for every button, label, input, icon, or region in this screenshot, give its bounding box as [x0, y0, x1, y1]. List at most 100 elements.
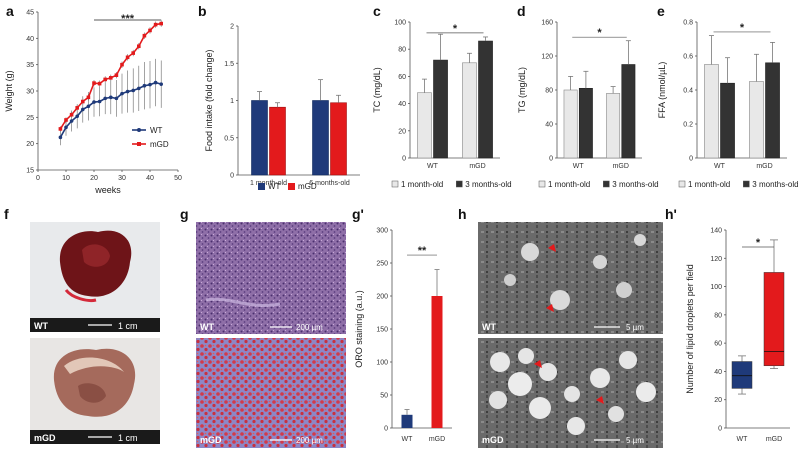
h-mgd-label: mGD [482, 435, 504, 445]
x-tick-label: WT [402, 436, 414, 443]
panel-label-c: c [373, 3, 381, 19]
y-tick-label: 120 [710, 256, 722, 263]
legend-swatch [391, 180, 399, 188]
box-mGD [763, 272, 785, 367]
y-tick-label: 20 [714, 397, 722, 404]
panel-label-g-prime: g' [352, 206, 364, 222]
data-point [97, 81, 102, 86]
weight-line-chart: 15 20 25 30 35 40 45 Weight (g) 0 10 20 30 40 50 weeks… [4, 10, 182, 196]
bar-1 month-old [417, 92, 432, 159]
bar-3 months-old [765, 62, 780, 159]
histology-mgd [196, 338, 346, 448]
data-point [81, 107, 85, 112]
y-tick-label: 15 [26, 168, 34, 175]
data-point [125, 89, 130, 94]
x-tick-label: mGD [766, 436, 782, 443]
panel-label-b: b [198, 3, 207, 19]
legend-swatch [538, 180, 546, 188]
y-axis-label: Food intake (fold change) [204, 49, 214, 151]
legend-swatch [603, 180, 610, 188]
y-tick-label: 25 [26, 115, 34, 122]
bar-3 months-old [433, 59, 448, 159]
x-tick-label: 50 [174, 175, 182, 182]
y-tick-label: 0.5 [224, 135, 234, 142]
y-tick-label: 20 [398, 128, 406, 135]
data-point [137, 44, 141, 49]
data-point [120, 91, 124, 96]
box-WT [731, 361, 753, 389]
y-tick-label: 0.2 [683, 122, 693, 129]
x-axis-label: weeks [94, 185, 121, 195]
y-tick-label: 1 [230, 98, 234, 105]
y-tick-label: 80 [398, 47, 406, 54]
ffa-bar-chart: 0 0.2 0.4 0.6 0.8 FFA (nmol/µL) WT mGD 1 month-o… [657, 20, 798, 190]
legend-swatch [456, 180, 463, 188]
y-tick-label: 35 [26, 62, 34, 69]
bar-1 month-old [704, 64, 719, 159]
panel-label-g: g [180, 206, 189, 222]
bar-1 month-old [606, 93, 621, 159]
y-tick-label: 50 [380, 393, 388, 400]
y-tick-label: 0.6 [683, 54, 693, 61]
data-point [81, 99, 85, 104]
data-point [64, 118, 68, 122]
y-tick-label: 40 [545, 122, 553, 129]
x-tick-label: mGD [613, 163, 629, 170]
legend-swatch [743, 180, 750, 188]
bar-1 month-old [749, 81, 764, 159]
bar-mGD [431, 296, 443, 428]
data-point [159, 82, 163, 86]
data-point [92, 100, 96, 104]
legend-label: 3 months-old [612, 180, 658, 189]
f-wt-label: WT [34, 321, 48, 331]
lipid-droplet-box-chart: 0 20 40 60 80 100 120 140 Number of lipid drople… [685, 228, 790, 443]
bar-mGD [269, 106, 286, 176]
significance-marker: * [756, 237, 761, 249]
bar-WT [251, 100, 268, 176]
panel-label-a: a [6, 3, 14, 19]
data-point [109, 76, 113, 80]
data-point [142, 83, 147, 88]
x-tick-label: WT [427, 163, 439, 170]
data-point [69, 119, 74, 123]
y-axis-label: Weight (g) [4, 70, 14, 111]
x-tick-label: 6 months-old [309, 180, 350, 187]
h-mgd-scale: 5 µm [626, 436, 644, 445]
y-tick-label: 140 [710, 228, 722, 235]
y-tick-label: 0 [549, 156, 553, 163]
oro-bar-chart: 0 50 100 150 200 250 300 ORO staining (a.u.) WT m… [354, 228, 452, 443]
histology-wt [196, 222, 346, 334]
y-tick-label: 0 [718, 426, 722, 433]
y-tick-label: 250 [376, 261, 388, 268]
tc-bar-chart: 0 20 40 60 80 100 TC (mg/dL) WT mGD 1 month-old 3 … [372, 20, 512, 190]
data-point [97, 99, 102, 104]
bar-3 months-old [478, 40, 493, 159]
legend-swatch-mgd [288, 183, 295, 190]
data-point [131, 51, 135, 55]
significance-marker: * [597, 27, 602, 39]
f-mgd-label: mGD [34, 433, 56, 443]
x-tick-label: 10 [62, 175, 70, 182]
y-axis-label: Number of lipid droplets per field [685, 264, 695, 394]
f-wt-scale: 1 cm [118, 321, 138, 331]
data-point [103, 77, 107, 82]
panel-label-f: f [4, 206, 9, 222]
y-tick-label: 2 [230, 24, 234, 31]
legend-marker-mgd [137, 142, 141, 146]
data-point [86, 104, 91, 109]
bar-3 months-old [720, 82, 735, 159]
y-tick-label: 45 [26, 10, 34, 17]
y-tick-label: 40 [26, 36, 34, 43]
y-tick-label: 0 [689, 156, 693, 163]
data-point [75, 114, 79, 119]
em-image-wt [478, 222, 663, 334]
y-tick-label: 0 [384, 426, 388, 433]
y-tick-label: 80 [545, 88, 553, 95]
legend-label-wt: WT [268, 182, 281, 191]
significance-marker: *** [121, 13, 135, 25]
em-image-mgd [478, 338, 663, 448]
panel-label-d: d [517, 3, 526, 19]
data-point [125, 55, 130, 60]
data-point [114, 73, 119, 77]
y-tick-label: 60 [714, 341, 722, 348]
